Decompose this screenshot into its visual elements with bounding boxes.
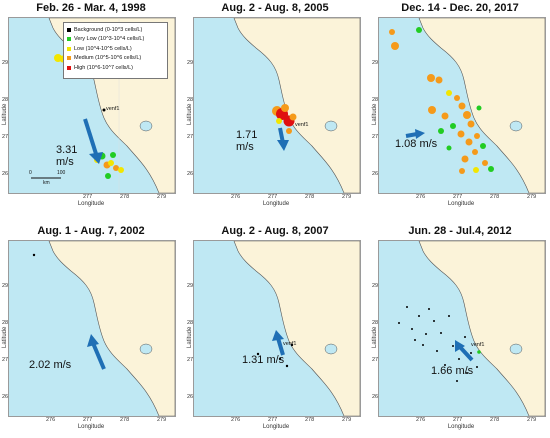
- legend-item-low: Low (10^4-10^5 cells/L): [67, 44, 164, 54]
- station-label-5: venf1: [283, 341, 297, 347]
- legend-item-high: High (10^6-10^7 cells/L): [67, 63, 164, 73]
- ytick-p4-29: 29: [2, 283, 9, 289]
- scale-zero-label: 0: [29, 170, 32, 176]
- ytick-p3-29: 29: [372, 60, 379, 66]
- station-label-2: venf1: [295, 122, 309, 128]
- florida-map-4: [32, 241, 175, 416]
- xtick-p1-277: 277: [83, 194, 93, 200]
- x-axis-label-5: Longitude: [262, 424, 290, 430]
- xtick-p5-277: 277: [268, 417, 278, 423]
- x-axis-label-2: Longitude: [262, 201, 290, 207]
- xtick-p3-276: 276: [416, 194, 426, 200]
- ytick-p6-29: 29: [372, 283, 379, 289]
- panel-title-6: Jun. 28 - Jul.4, 2012: [408, 225, 512, 237]
- legend-item-background: Background (0-10^3 cells/L): [67, 25, 164, 35]
- xtick-p2-277: 277: [268, 194, 278, 200]
- scale-unit-label: km: [43, 180, 50, 186]
- ytick-p2-28: 28: [187, 97, 194, 103]
- xtick-p6-276: 276: [416, 417, 426, 423]
- legend: Background (0-10^3 cells/L) Very Low (10…: [63, 22, 168, 79]
- scale-hundred-label: 100: [57, 170, 66, 176]
- xtick-p3-278: 278: [490, 194, 500, 200]
- current-speed-label-6: 1.66 m/s: [431, 365, 474, 377]
- map-panel-3: 1.08 m/s: [378, 17, 546, 194]
- y-axis-label-6: Latitude: [372, 326, 378, 348]
- xtick-p6-279: 279: [527, 417, 537, 423]
- y-axis-label-3: Latitude: [372, 103, 378, 125]
- y-axis-label-4: Latitude: [2, 326, 8, 348]
- ytick-p5-28: 28: [187, 320, 194, 326]
- ytick-p2-26: 26: [187, 171, 194, 177]
- panel-title-4: Aug. 1 - Aug. 7, 2002: [37, 225, 145, 237]
- y-axis-label-1: Latitude: [2, 103, 8, 125]
- xtick-p5-276: 276: [231, 417, 241, 423]
- y-axis-label-5: Latitude: [187, 326, 193, 348]
- ytick-p3-27: 27: [372, 134, 379, 140]
- ytick-p5-27: 27: [187, 357, 194, 363]
- florida-map-2: [233, 18, 360, 193]
- ytick-p6-26: 26: [372, 394, 379, 400]
- ytick-p1-26: 26: [2, 171, 9, 177]
- map-panel-4: 2.02 m/s: [8, 240, 176, 417]
- florida-map-6: [398, 241, 545, 416]
- map-panel-5: 1.31 m/s venf1: [193, 240, 361, 417]
- florida-map-3: [389, 18, 545, 193]
- ytick-p4-28: 28: [2, 320, 9, 326]
- station-label-1: venf1: [106, 106, 120, 112]
- xtick-p1-279: 279: [157, 194, 167, 200]
- xtick-p2-278: 278: [305, 194, 315, 200]
- current-speed-label-1: 3.31 m/s: [56, 144, 78, 168]
- xtick-p2-279: 279: [342, 194, 352, 200]
- legend-item-medium: Medium (10^5-10^6 cells/L): [67, 54, 164, 64]
- xtick-p5-278: 278: [305, 417, 315, 423]
- xtick-p4-278: 278: [120, 417, 130, 423]
- xtick-p4-276: 276: [46, 417, 56, 423]
- florida-map-5: [233, 241, 360, 416]
- ytick-p1-29: 29: [2, 60, 9, 66]
- x-axis-label-1: Longitude: [77, 201, 105, 207]
- ytick-p6-27: 27: [372, 357, 379, 363]
- xtick-p4-279: 279: [157, 417, 167, 423]
- station-label-6: venf1: [471, 342, 485, 348]
- current-speed-label-4: 2.02 m/s: [29, 359, 72, 371]
- x-axis-label-6: Longitude: [447, 424, 475, 430]
- xtick-p1-278: 278: [120, 194, 130, 200]
- ytick-p1-27: 27: [2, 134, 9, 140]
- ytick-p2-27: 27: [187, 134, 194, 140]
- y-axis-label-2: Latitude: [187, 103, 193, 125]
- ytick-p6-28: 28: [372, 320, 379, 326]
- map-panel-6: 1.66 m/s venf1: [378, 240, 546, 417]
- xtick-p3-277: 277: [453, 194, 463, 200]
- panel-title-5: Aug. 2 - Aug. 8, 2007: [221, 225, 329, 237]
- xtick-p6-277: 277: [453, 417, 463, 423]
- current-speed-label-5: 1.31 m/s: [242, 354, 285, 366]
- legend-item-very-low: Very Low (10^3-10^4 cells/L): [67, 35, 164, 45]
- xtick-p5-279: 279: [342, 417, 352, 423]
- xtick-p3-279: 279: [527, 194, 537, 200]
- ytick-p5-26: 26: [187, 394, 194, 400]
- ytick-p5-29: 29: [187, 283, 194, 289]
- x-axis-label-4: Longitude: [77, 424, 105, 430]
- ytick-p4-26: 26: [2, 394, 9, 400]
- current-speed-label-3: 1.08 m/s: [395, 138, 438, 150]
- ytick-p1-28: 28: [2, 97, 9, 103]
- background-sample-dots: [398, 306, 478, 382]
- x-axis-label-3: Longitude: [447, 201, 475, 207]
- ytick-p3-28: 28: [372, 97, 379, 103]
- ytick-p4-27: 27: [2, 357, 9, 363]
- map-panel-2: 1.71 m/s venf1: [193, 17, 361, 194]
- ytick-p2-29: 29: [187, 60, 194, 66]
- ytick-p3-26: 26: [372, 171, 379, 177]
- current-speed-label-2: 1.71 m/s: [236, 129, 258, 153]
- xtick-p4-277: 277: [83, 417, 93, 423]
- panel-title-2: Aug. 2 - Aug. 8, 2005: [221, 2, 329, 14]
- xtick-p2-276: 276: [231, 194, 241, 200]
- xtick-p6-278: 278: [490, 417, 500, 423]
- panel-title-3: Dec. 14 - Dec. 20, 2017: [401, 2, 519, 14]
- panel-title-1: Feb. 26 - Mar. 4, 1998: [36, 2, 146, 14]
